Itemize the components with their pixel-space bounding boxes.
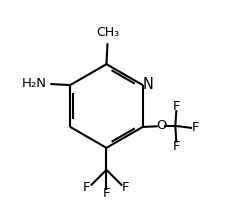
Text: F: F <box>103 187 110 200</box>
Text: F: F <box>192 121 200 134</box>
Text: F: F <box>83 181 91 194</box>
Text: CH₃: CH₃ <box>96 26 119 39</box>
Text: N: N <box>143 77 154 92</box>
Text: F: F <box>173 99 180 113</box>
Text: F: F <box>122 181 130 194</box>
Text: O: O <box>156 119 166 132</box>
Text: F: F <box>173 140 180 153</box>
Text: H₂N: H₂N <box>22 77 47 90</box>
